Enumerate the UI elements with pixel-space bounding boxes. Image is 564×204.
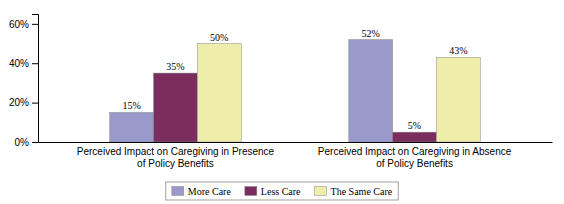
x-tick: Perceived Impact on Caregiving in Absenc… bbox=[318, 146, 512, 169]
x-tick-label-line: Perceived Impact on Caregiving in Absenc… bbox=[318, 146, 512, 157]
x-tick-label-line: of Policy Benefits bbox=[376, 158, 453, 169]
y-tick: 0% bbox=[15, 137, 38, 148]
x-tick-label: Perceived Impact on Caregiving in Presen… bbox=[77, 146, 275, 169]
x-tick-label-line: Perceived Impact on Caregiving in Presen… bbox=[77, 146, 275, 157]
y-tick-label: 20% bbox=[9, 97, 29, 108]
y-tick-label: 0% bbox=[15, 137, 30, 148]
x-axis: Perceived Impact on Caregiving in Presen… bbox=[39, 143, 553, 170]
bars bbox=[110, 40, 481, 142]
legend-swatch bbox=[245, 187, 257, 196]
y-axis: 0% 20% 40% 60% bbox=[9, 15, 39, 148]
x-axis-line bbox=[39, 142, 553, 143]
legend-item: Less Care bbox=[245, 186, 301, 197]
y-tick-mark bbox=[32, 103, 38, 104]
legend-label: Less Care bbox=[261, 186, 301, 197]
data-label: 5% bbox=[408, 120, 421, 131]
legend-swatch bbox=[315, 187, 327, 196]
legend: More Care Less Care The Same Care bbox=[166, 182, 398, 200]
x-tick: Perceived Impact on Caregiving in Presen… bbox=[77, 146, 275, 169]
y-tick-mark bbox=[32, 24, 38, 25]
y-axis-line bbox=[32, 15, 39, 143]
legend-item: The Same Care bbox=[315, 186, 393, 197]
x-tick-label-line: of Policy Benefits bbox=[137, 158, 214, 169]
x-tick-label: Perceived Impact on Caregiving in Absenc… bbox=[318, 146, 512, 169]
y-tick: 20% bbox=[9, 97, 38, 108]
legend-swatch bbox=[172, 187, 184, 196]
data-labels: 15% 52% 35% 5% 50% 43% bbox=[122, 28, 467, 132]
y-tick-mark bbox=[32, 63, 38, 64]
bar bbox=[393, 132, 437, 142]
y-tick-mark bbox=[32, 142, 38, 143]
y-tick: 40% bbox=[9, 58, 38, 69]
legend-label: More Care bbox=[188, 186, 232, 197]
data-label: 35% bbox=[166, 61, 184, 72]
data-label: 43% bbox=[449, 45, 467, 56]
chart: 0% 20% 40% 60% Perceived Impact on Caregivin… bbox=[0, 0, 564, 204]
bar bbox=[154, 73, 198, 142]
bar bbox=[197, 44, 241, 142]
legend-item: More Care bbox=[172, 186, 232, 197]
y-tick-label: 60% bbox=[9, 19, 29, 30]
data-label: 15% bbox=[122, 100, 140, 111]
y-tick: 60% bbox=[9, 19, 38, 30]
legend-frame bbox=[166, 182, 398, 200]
data-label: 52% bbox=[362, 28, 380, 39]
y-tick-label: 40% bbox=[9, 58, 29, 69]
bar bbox=[436, 57, 480, 142]
bar bbox=[349, 40, 393, 142]
data-label: 50% bbox=[210, 32, 228, 43]
legend-label: The Same Care bbox=[331, 186, 393, 197]
bar bbox=[110, 112, 154, 142]
